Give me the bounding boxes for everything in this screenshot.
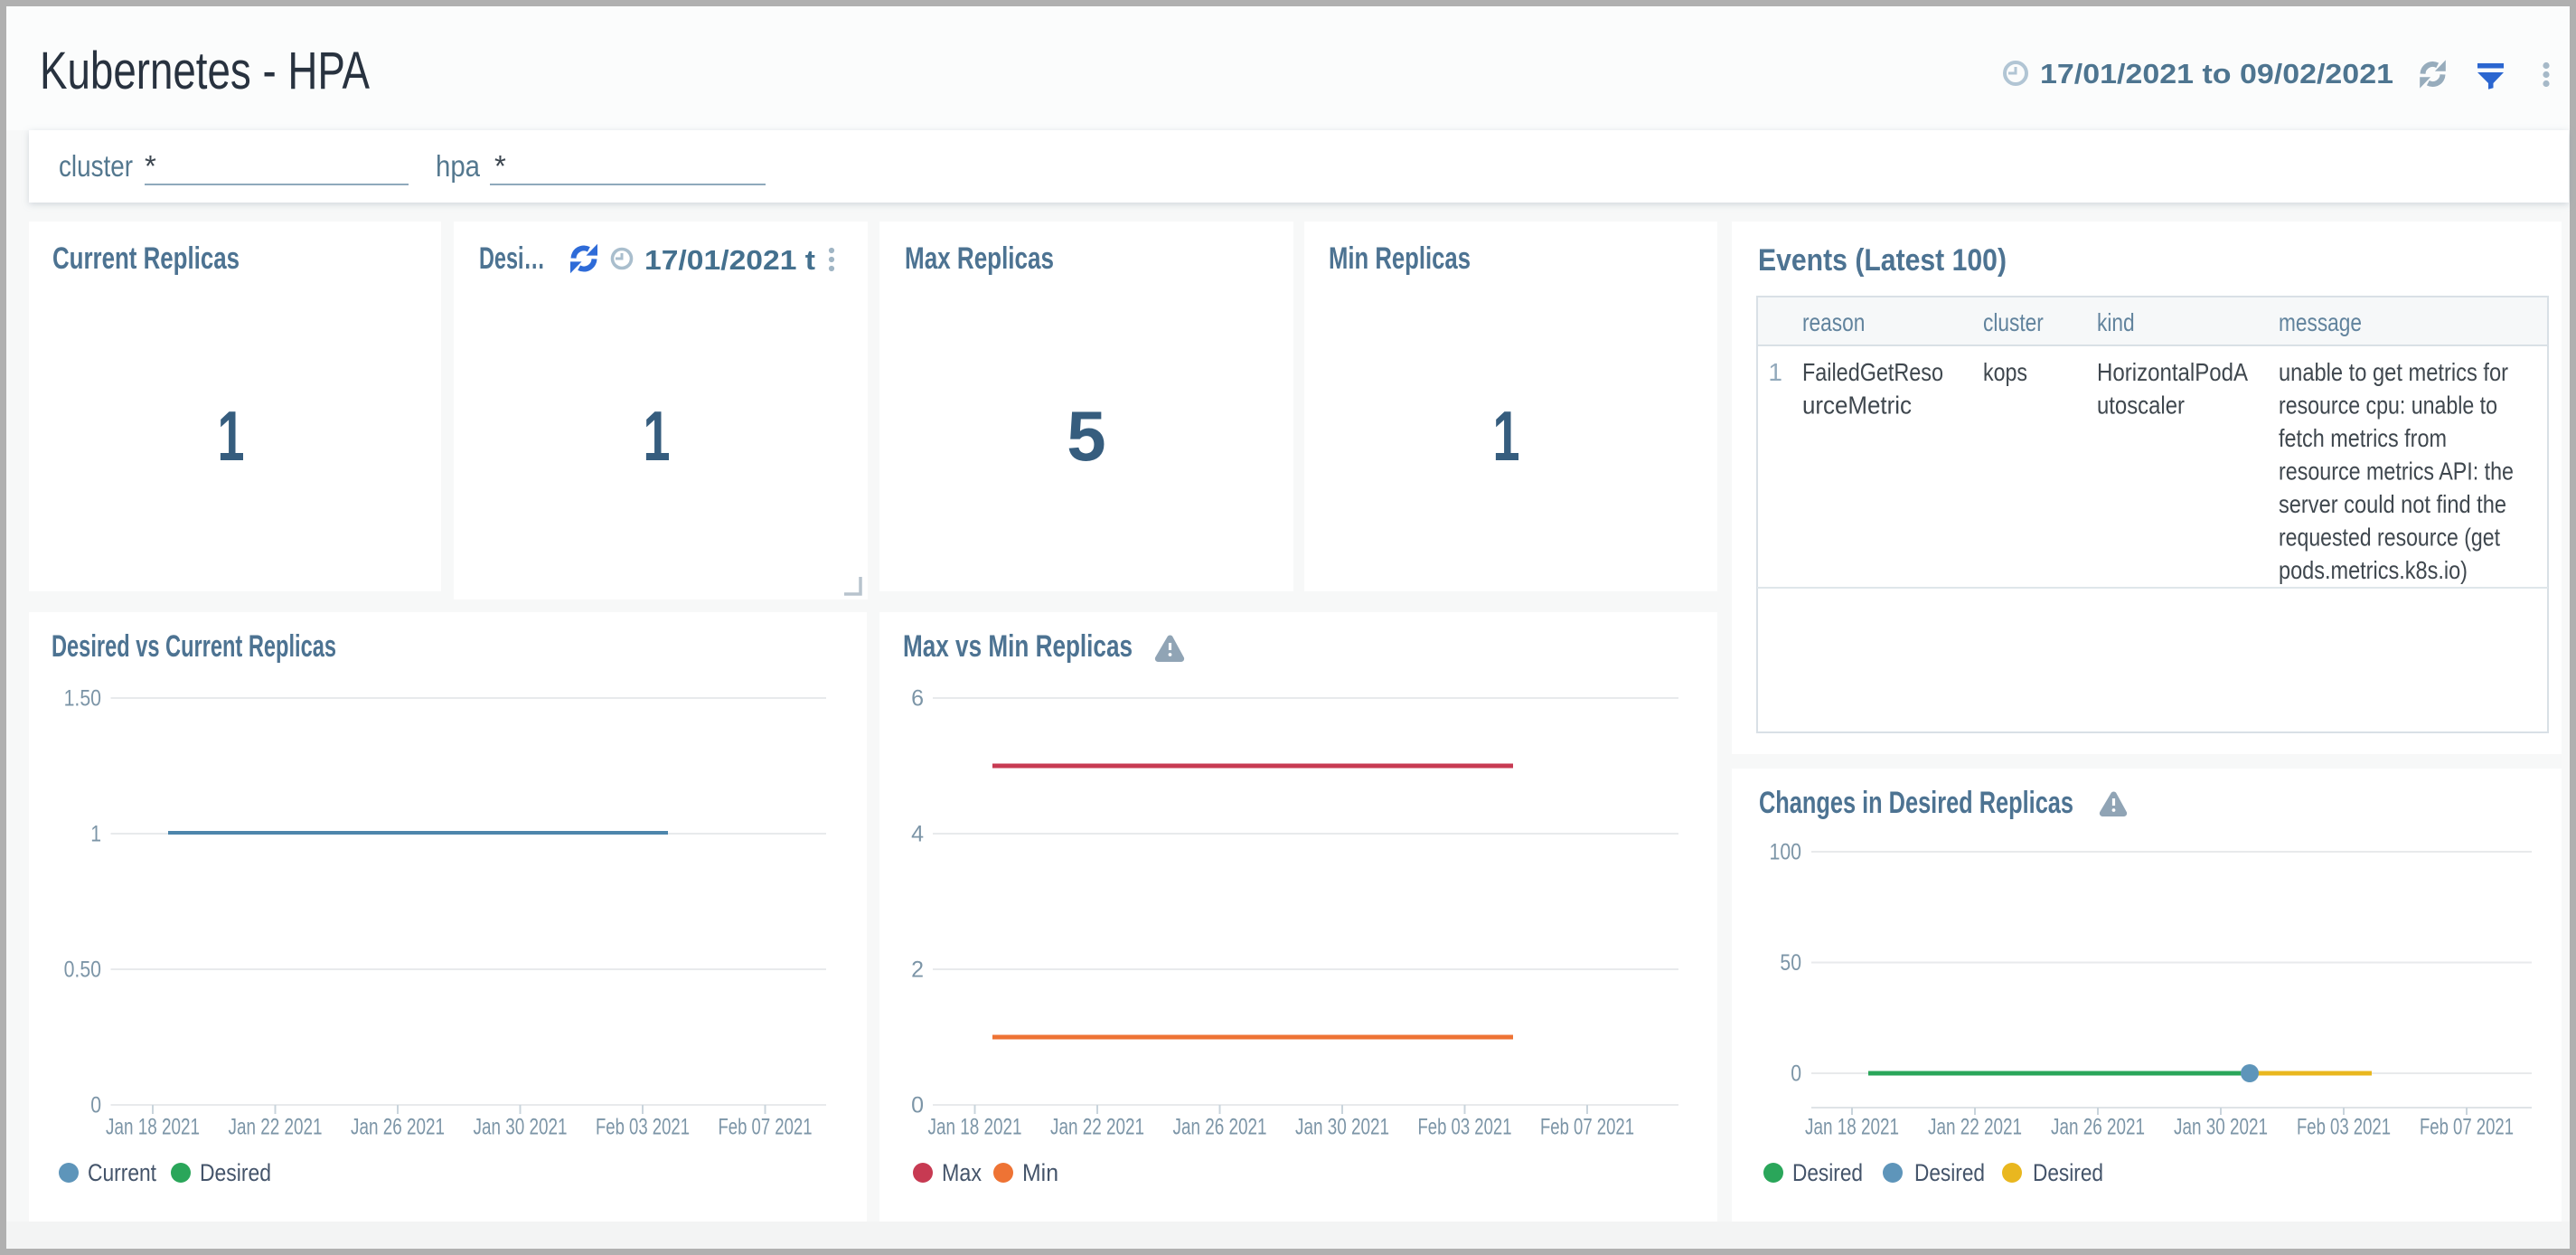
svg-text:Jan 26 2021: Jan 26 2021 (2051, 1115, 2145, 1140)
svg-text:reason: reason (1802, 308, 1865, 336)
svg-text:0: 0 (911, 1093, 924, 1118)
svg-text:Jan 18 2021: Jan 18 2021 (1805, 1115, 1899, 1140)
svg-text:Kubernetes - HPA: Kubernetes - HPA (40, 42, 370, 100)
svg-text:4: 4 (911, 822, 924, 847)
svg-text:Min Replicas: Min Replicas (1329, 241, 1471, 276)
svg-text:*: * (145, 149, 156, 183)
svg-text:cluster: cluster (59, 149, 133, 183)
svg-text:1: 1 (644, 396, 671, 476)
svg-text:hpa: hpa (436, 149, 481, 183)
svg-text:Jan 22 2021: Jan 22 2021 (1050, 1115, 1144, 1140)
svg-text:urceMetric: urceMetric (1802, 392, 1912, 420)
svg-text:requested resource (get: requested resource (get (2279, 524, 2500, 552)
svg-text:Min: Min (1022, 1159, 1058, 1186)
svg-text:*: * (494, 149, 506, 183)
svg-text:Desired: Desired (200, 1159, 271, 1186)
svg-text:Events (Latest 100): Events (Latest 100) (1758, 243, 2007, 278)
svg-text:0: 0 (1791, 1062, 1801, 1087)
svg-text:server could not find the: server could not find the (2279, 490, 2506, 518)
svg-text:Jan 30 2021: Jan 30 2021 (2174, 1115, 2268, 1140)
svg-text:Feb 07 2021: Feb 07 2021 (719, 1115, 813, 1140)
svg-text:Feb 03 2021: Feb 03 2021 (2297, 1115, 2391, 1140)
svg-text:Feb 07 2021: Feb 07 2021 (2420, 1115, 2514, 1140)
svg-text:kops: kops (1983, 358, 2027, 386)
svg-text:100: 100 (1770, 840, 1802, 865)
svg-text:Changes in Desired Replicas: Changes in Desired Replicas (1759, 786, 2073, 820)
svg-text:Feb 03 2021: Feb 03 2021 (596, 1115, 690, 1140)
svg-text:1: 1 (218, 396, 245, 476)
svg-text:Desired vs Current Replicas: Desired vs Current Replicas (52, 629, 336, 664)
svg-text:1: 1 (1768, 358, 1782, 386)
svg-text:Jan 26 2021: Jan 26 2021 (1173, 1115, 1267, 1140)
svg-text:Desi…: Desi… (479, 241, 545, 276)
svg-text:1.50: 1.50 (64, 686, 101, 712)
svg-text:2: 2 (911, 958, 924, 983)
svg-text:Jan 18 2021: Jan 18 2021 (106, 1115, 200, 1140)
svg-text:5: 5 (1067, 396, 1105, 476)
svg-text:unable to get metrics for: unable to get metrics for (2279, 358, 2508, 386)
svg-text:0: 0 (90, 1093, 101, 1118)
svg-text:resource metrics API: the: resource metrics API: the (2279, 458, 2514, 486)
svg-text:Jan 30 2021: Jan 30 2021 (1295, 1115, 1389, 1140)
svg-text:17/01/2021 to 09/02/2021: 17/01/2021 to 09/02/2021 (2040, 58, 2393, 90)
svg-text:Max vs Min Replicas: Max vs Min Replicas (903, 629, 1133, 664)
svg-text:Jan 22 2021: Jan 22 2021 (229, 1115, 323, 1140)
svg-text:Jan 18 2021: Jan 18 2021 (928, 1115, 1022, 1140)
svg-text:Max Replicas: Max Replicas (905, 241, 1054, 276)
svg-text:1: 1 (90, 822, 101, 847)
svg-text:6: 6 (911, 686, 924, 712)
svg-text:Jan 30 2021: Jan 30 2021 (474, 1115, 568, 1140)
svg-text:utoscaler: utoscaler (2097, 392, 2185, 420)
svg-text:Feb 03 2021: Feb 03 2021 (1418, 1115, 1512, 1140)
svg-text:HorizontalPodA: HorizontalPodA (2097, 358, 2248, 386)
svg-text:1: 1 (1493, 396, 1520, 476)
svg-text:Jan 26 2021: Jan 26 2021 (351, 1115, 445, 1140)
svg-text:Desired: Desired (1914, 1159, 1985, 1186)
svg-text:0.50: 0.50 (64, 958, 101, 983)
svg-text:Jan 22 2021: Jan 22 2021 (1928, 1115, 2022, 1140)
svg-text:Current Replicas: Current Replicas (52, 241, 240, 276)
svg-text:Feb 07 2021: Feb 07 2021 (1540, 1115, 1634, 1140)
svg-text:message: message (2279, 308, 2362, 336)
svg-text:kind: kind (2097, 308, 2135, 336)
svg-text:fetch metrics from: fetch metrics from (2279, 424, 2447, 452)
svg-text:resource cpu: unable to: resource cpu: unable to (2279, 392, 2497, 420)
svg-text:17/01/2021 t: 17/01/2021 t (644, 244, 815, 276)
svg-text:Max: Max (942, 1159, 982, 1186)
svg-text:cluster: cluster (1983, 308, 2044, 336)
svg-text:50: 50 (1780, 950, 1801, 976)
svg-text:Desired: Desired (1792, 1159, 1863, 1186)
svg-text:Desired: Desired (2033, 1159, 2103, 1186)
svg-text:pods.metrics.k8s.io): pods.metrics.k8s.io) (2279, 556, 2468, 584)
svg-text:FailedGetReso: FailedGetReso (1802, 358, 1943, 386)
svg-text:Current: Current (88, 1159, 156, 1186)
